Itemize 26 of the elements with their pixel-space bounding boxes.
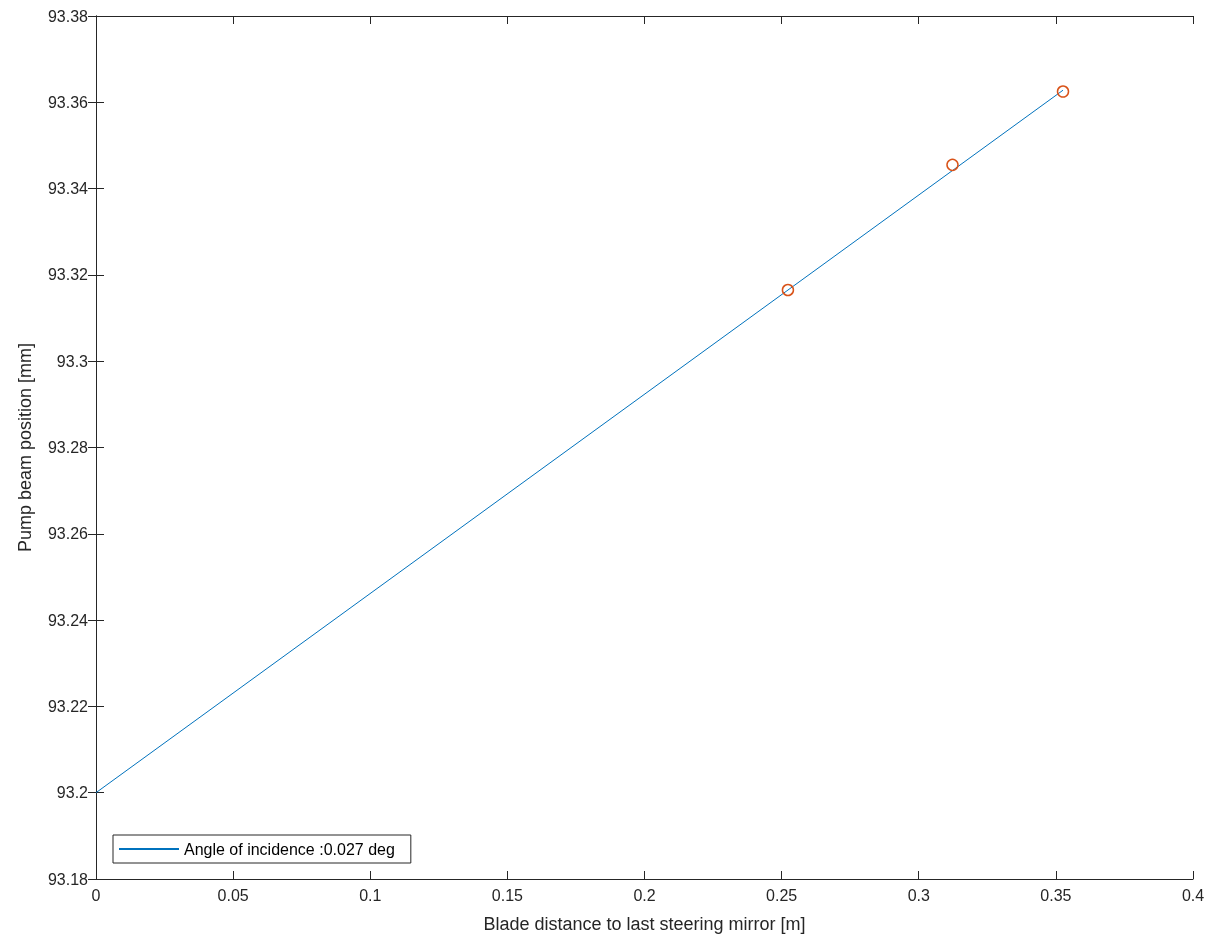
y-tick-label: 93.34 (47, 180, 89, 198)
x-tick-label: 0.3 (907, 886, 930, 904)
y-tick-label: 93.26 (47, 525, 89, 543)
x-tick-label: 0.4 (1181, 886, 1205, 904)
point (946, 158, 959, 172)
point (781, 283, 795, 297)
legend-label: Angle of incidence :0.027 deg (184, 840, 395, 858)
y-tick-label: 93.22 (47, 697, 89, 715)
x-tick-label: 0.2 (633, 886, 656, 904)
x-axis-title: Blade distance to last steering mirror [m] (483, 914, 806, 934)
x-tick-label: 0 (91, 886, 101, 904)
x-tick-label: 0.35 (1040, 886, 1072, 904)
y-axis-title: Pump beam position [mm] (15, 342, 35, 553)
x-tick-label: 0.1 (359, 886, 382, 904)
y-tick-label: 93.38 (47, 7, 89, 25)
y-tick-label: 93.18 (47, 870, 89, 888)
x-tick-label: 0.15 (491, 886, 524, 904)
x-tick-label: 0.05 (217, 886, 249, 904)
point (1056, 85, 1070, 98)
x-tick-label: 0.25 (766, 886, 798, 904)
y-tick-label: 93.24 (47, 611, 89, 629)
y-tick-label: 93.2 (56, 784, 89, 802)
y-tick-label: 93.36 (47, 93, 89, 111)
y-tick-label: 93.32 (47, 266, 89, 284)
y-tick-label: 93.28 (47, 439, 89, 456)
y-tick-label: 93.3 (56, 352, 89, 370)
